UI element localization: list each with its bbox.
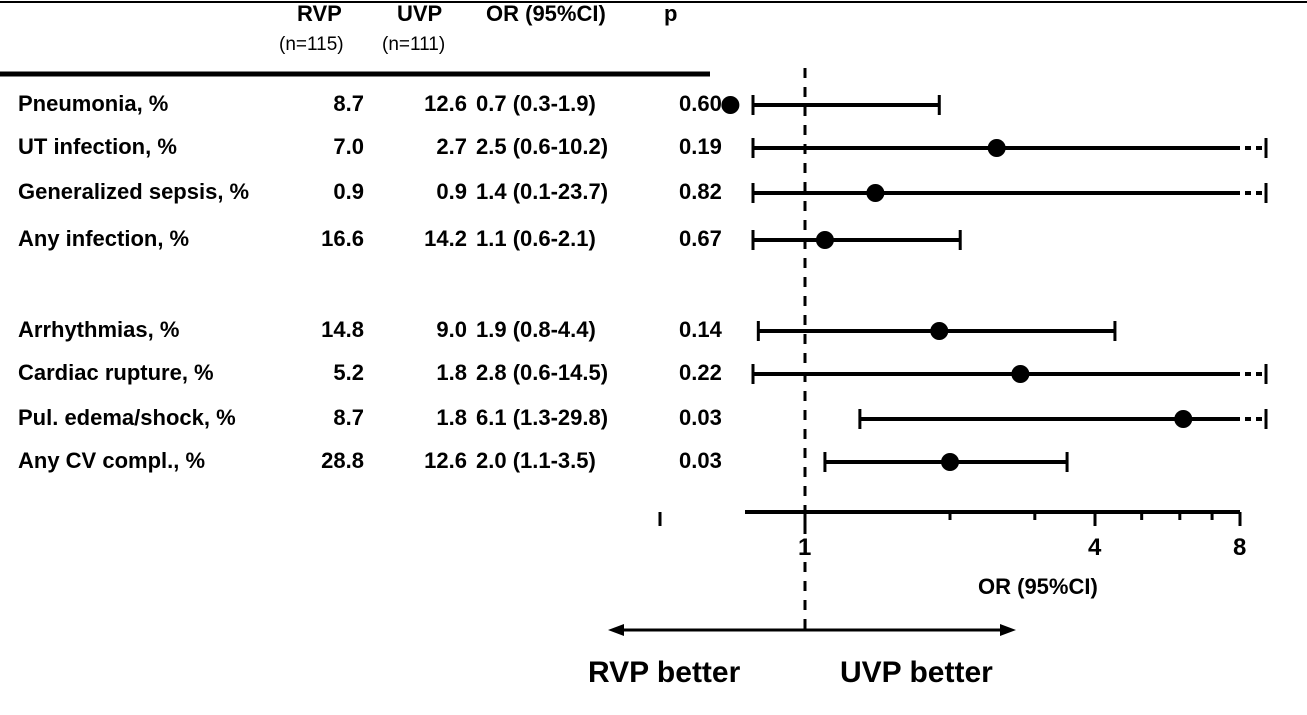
or-point	[930, 322, 949, 340]
or-point	[941, 453, 959, 471]
or-point	[1011, 365, 1030, 383]
x-tick-label-1: 1	[798, 534, 812, 561]
p-value: 0.14	[679, 317, 722, 342]
rvp-value: 7.0	[333, 134, 364, 159]
x-tick-label-4: 4	[1088, 534, 1102, 561]
or-ci-value: 6.1 (1.3-29.8)	[476, 405, 609, 430]
uvp-value: 0.9	[436, 179, 467, 204]
uvp-value: 2.7	[436, 134, 467, 159]
p-value: 0.22	[679, 360, 722, 385]
rvp-header: RVP	[297, 1, 342, 26]
or-ci-value: 2.8 (0.6-14.5)	[476, 360, 609, 385]
x-tick-label-8: 8	[1233, 534, 1247, 561]
uvp-value: 1.8	[436, 405, 467, 430]
row-label: Pneumonia, %	[18, 91, 169, 116]
row-label: UT infection, %	[18, 134, 177, 159]
rvp-value: 5.2	[333, 360, 364, 385]
or-ci-value: 1.1 (0.6-2.1)	[476, 226, 596, 251]
row-label: Arrhythmias, %	[18, 317, 180, 342]
p-value: 0.03	[679, 448, 722, 473]
uvp-value: 12.6	[424, 91, 467, 116]
rvp-n-header: (n=115)	[279, 34, 344, 55]
p-header: p	[664, 1, 678, 26]
uvp-header: UVP	[397, 1, 443, 26]
rvp-value: 8.7	[333, 405, 364, 430]
p-value: 0.03	[679, 405, 722, 430]
uvp-value: 12.6	[424, 448, 467, 473]
arrow-right-head	[1000, 624, 1016, 636]
uvp-value: 14.2	[424, 226, 467, 251]
uvp-value: 9.0	[436, 317, 467, 342]
row-label: Generalized sepsis, %	[18, 179, 250, 204]
or-ci-value: 0.7 (0.3-1.9)	[476, 91, 596, 116]
p-value: 0.60	[679, 91, 722, 116]
uvp-value: 1.8	[436, 360, 467, 385]
p-value: 0.19	[679, 134, 722, 159]
or-header: OR (95%CI)	[486, 1, 606, 26]
x-axis-label: OR (95%CI)	[978, 574, 1098, 599]
p-value: 0.67	[679, 226, 722, 251]
or-point	[721, 96, 740, 114]
rvp-better-label: RVP better	[588, 656, 741, 689]
rvp-value: 28.8	[321, 448, 364, 473]
or-point	[1174, 410, 1193, 428]
or-ci-value: 1.4 (0.1-23.7)	[476, 179, 609, 204]
arrow-left-head	[608, 624, 624, 636]
rvp-value: 8.7	[333, 91, 364, 116]
rvp-value: 0.9	[333, 179, 364, 204]
or-ci-value: 2.0 (1.1-3.5)	[476, 448, 596, 473]
row-label: Any infection, %	[18, 226, 190, 251]
rvp-value: 14.8	[321, 317, 364, 342]
or-point	[815, 231, 834, 249]
or-ci-value: 2.5 (0.6-10.2)	[476, 134, 609, 159]
row-label: Pul. edema/shock, %	[18, 405, 236, 430]
or-ci-value: 1.9 (0.8-4.4)	[476, 317, 596, 342]
or-point	[866, 184, 885, 202]
row-label: Any CV compl., %	[18, 448, 206, 473]
row-label: Cardiac rupture, %	[18, 360, 214, 385]
or-point	[987, 139, 1006, 157]
p-value: 0.82	[679, 179, 722, 204]
uvp-n-header: (n=111)	[382, 34, 446, 55]
rvp-value: 16.6	[321, 226, 364, 251]
uvp-better-label: UVP better	[840, 656, 993, 689]
